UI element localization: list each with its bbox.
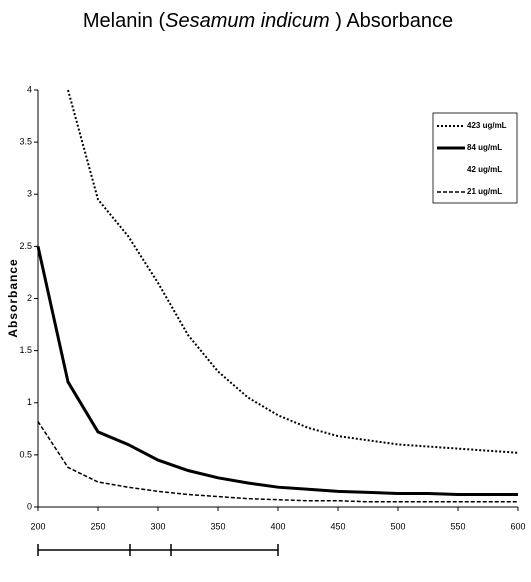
x-tick-label: 450 — [330, 521, 345, 531]
title-part: Melanin ( — [83, 10, 166, 32]
legend-label: 84 ug/mL — [467, 143, 502, 152]
legend-label: 21 ug/mL — [467, 187, 502, 196]
x-tick-label: 300 — [150, 521, 165, 531]
y-tick-label: 3 — [27, 189, 32, 199]
series-line — [67, 89, 519, 454]
legend-label: 423 ug/mL — [467, 121, 507, 130]
title-part: Sesamum indicum — [165, 10, 330, 32]
x-tick-label: 600 — [510, 521, 525, 531]
x-tick-label: 400 — [270, 521, 285, 531]
legend-box — [432, 112, 518, 204]
series-line — [37, 421, 518, 503]
y-tick-label: 2.5 — [19, 241, 32, 251]
y-tick-label: 0.5 — [19, 449, 32, 459]
y-tick-label: 2 — [27, 293, 32, 303]
series-line — [36, 246, 518, 496]
y-tick-label: 0 — [27, 501, 32, 511]
y-tick-label: 1 — [27, 397, 32, 407]
chart-title: Melanin (Sesamum indicum ) Absorbance — [83, 10, 453, 32]
x-tick-label: 500 — [390, 521, 405, 531]
y-tick-label: 4 — [27, 84, 32, 94]
y-axis-label: Absorbance — [6, 258, 20, 337]
x-tick-label: 350 — [210, 521, 225, 531]
x-tick-label: 200 — [30, 521, 45, 531]
title-part: ) Absorbance — [330, 10, 453, 32]
y-tick-label: 3.5 — [19, 137, 32, 147]
x-tick-label: 550 — [450, 521, 465, 531]
uv-band-bar — [37, 544, 279, 556]
x-tick-label: 250 — [90, 521, 105, 531]
y-tick-label: 1.5 — [19, 345, 32, 355]
legend-label: 42 ug/mL — [467, 165, 502, 174]
